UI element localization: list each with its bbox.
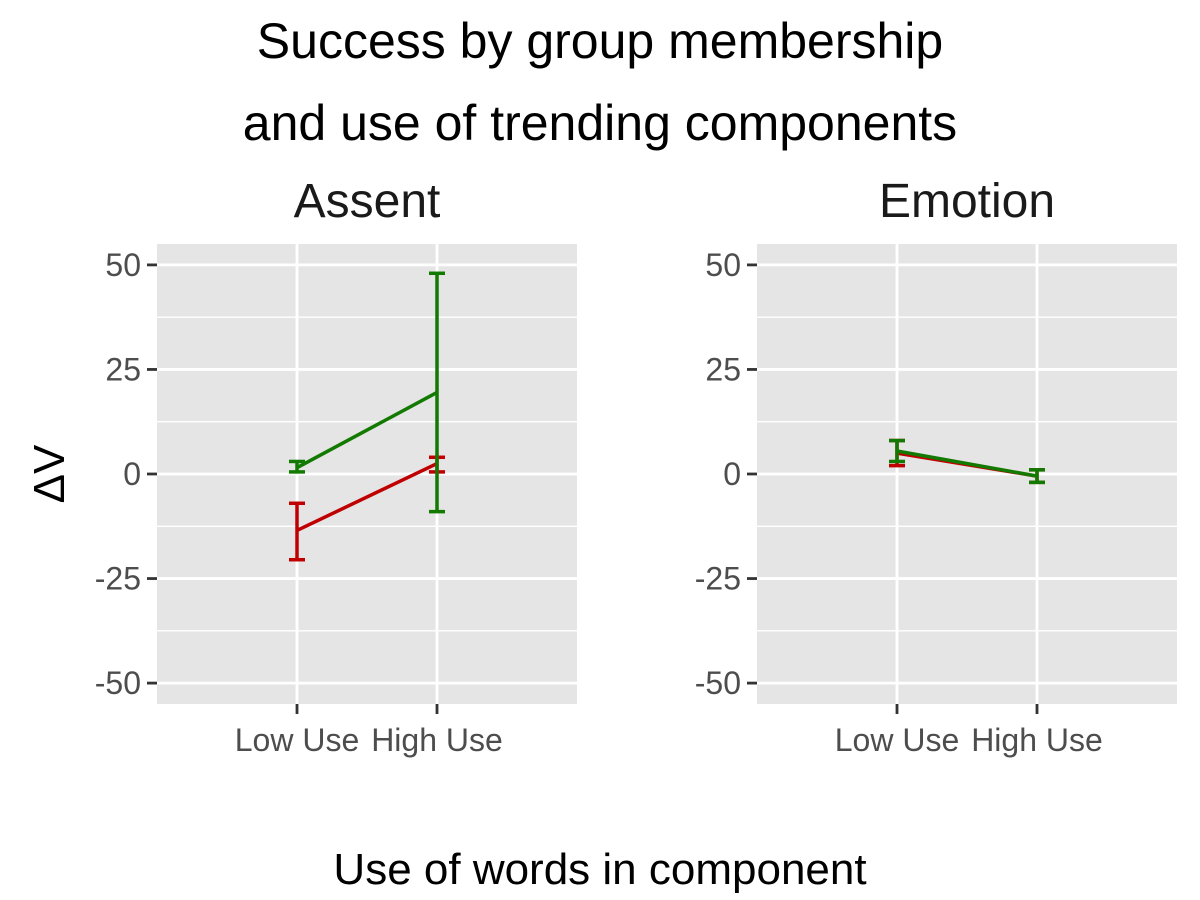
error-bar xyxy=(429,271,445,514)
y-tick-label: 25 xyxy=(705,351,741,387)
series-1 xyxy=(289,271,445,514)
series-1 xyxy=(889,438,1045,485)
x-tick-label: High Use xyxy=(971,722,1103,758)
error-bar xyxy=(1029,468,1045,485)
panel-emotion: Emotion -50 -25 0 25 50 Low Use High Use xyxy=(695,175,1177,758)
y-tick-label: -25 xyxy=(695,561,741,597)
panels: Assent -50 -25 0 25 50 Low Use High Use Emotion -… xyxy=(95,175,1177,758)
y-tick-label: 50 xyxy=(705,247,741,283)
y-tick-label: -50 xyxy=(695,665,741,701)
series-line xyxy=(296,390,438,470)
error-bar xyxy=(889,438,905,464)
x-tick-label: High Use xyxy=(371,722,503,758)
chart-title-line-2: and use of trending components xyxy=(243,95,957,151)
x-tick-label: Low Use xyxy=(835,722,960,758)
y-tick-label: 50 xyxy=(105,247,141,283)
y-tick-label: -25 xyxy=(95,561,141,597)
y-tick-label: 25 xyxy=(105,351,141,387)
panel-assent: Assent -50 -25 0 25 50 Low Use High Use xyxy=(95,175,577,758)
y-axis-label: ΔV xyxy=(25,444,74,503)
error-bar xyxy=(289,459,305,474)
panel-title: Emotion xyxy=(879,175,1055,228)
series-line xyxy=(296,461,438,533)
x-tick-label: Low Use xyxy=(235,722,360,758)
chart-title-line-1: Success by group membership xyxy=(257,13,943,69)
y-tick-label: 0 xyxy=(123,456,141,492)
y-tick-label: -50 xyxy=(95,665,141,701)
y-tick-label: 0 xyxy=(723,456,741,492)
series-line xyxy=(896,449,1038,478)
x-axis-label: Use of words in component xyxy=(333,845,866,894)
panel-title: Assent xyxy=(294,175,441,228)
error-bar xyxy=(289,501,305,562)
series-0 xyxy=(289,455,445,562)
